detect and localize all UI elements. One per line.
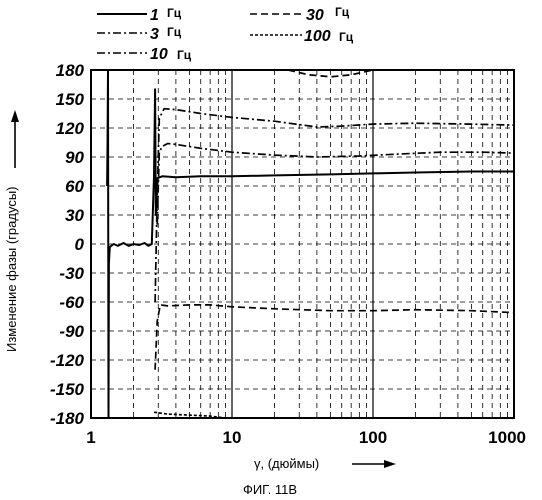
y-tick-label: 120 xyxy=(56,119,85,138)
y-axis-arrowhead xyxy=(11,110,19,122)
y-tick-label: 150 xyxy=(56,90,85,109)
x-tick-label: 1 xyxy=(86,428,95,447)
y-tick-label: -180 xyxy=(50,409,85,428)
y-tick-label: 0 xyxy=(75,235,85,254)
y-tick-label: 180 xyxy=(56,61,85,80)
legend-item-30: 30 Гц xyxy=(250,5,350,24)
legend-item-10: 10 Гц xyxy=(97,46,192,63)
legend-label: 10 xyxy=(150,46,168,63)
y-tick-label: 60 xyxy=(65,177,84,196)
legend-label: 100 xyxy=(304,28,331,45)
y-tick-label: -60 xyxy=(59,293,84,312)
y-tick-labels: 180 150 120 90 60 30 0 -30 -60 -90 -120 -150 -180 xyxy=(50,61,85,428)
x-tick-label: 100 xyxy=(359,428,387,447)
x-tick-label: 1000 xyxy=(488,428,526,447)
y-axis-title: Изменение фазы (градусы) xyxy=(4,186,19,352)
figure-caption: ФИГ. 11В xyxy=(243,482,297,497)
legend-label: 30 xyxy=(306,7,324,24)
y-tick-label: -90 xyxy=(59,322,84,341)
legend-item-1: 1 Гц xyxy=(97,6,182,24)
x-axis-title-group: γ, (дюймы) xyxy=(254,456,396,471)
y-tick-label: -120 xyxy=(50,351,85,370)
legend: 1 Гц 3 Гц 10 Гц 30 Гц 100 Гц xyxy=(97,5,354,63)
legend-unit: Гц xyxy=(167,6,182,20)
legend-unit: Гц xyxy=(339,30,354,44)
y-axis-title-group: Изменение фазы (градусы) xyxy=(4,110,19,352)
x-axis-arrowhead xyxy=(384,460,396,468)
y-tick-label: 90 xyxy=(65,148,84,167)
y-tick-label: 30 xyxy=(65,206,84,225)
legend-unit: Гц xyxy=(177,48,192,62)
legend-label: 3 xyxy=(150,26,159,43)
legend-item-100: 100 Гц xyxy=(250,28,354,45)
y-tick-label: -30 xyxy=(59,264,84,283)
legend-label: 1 xyxy=(150,7,159,24)
x-tick-labels: 1 10 100 1000 xyxy=(86,428,526,447)
series-line-3-hz xyxy=(157,144,514,225)
legend-item-3: 3 Гц xyxy=(97,25,182,43)
y-tick-label: -150 xyxy=(50,380,85,399)
x-axis-title: γ, (дюймы) xyxy=(254,456,319,471)
x-tick-label: 10 xyxy=(223,428,242,447)
legend-unit: Гц xyxy=(335,5,350,19)
legend-unit: Гц xyxy=(167,25,182,39)
